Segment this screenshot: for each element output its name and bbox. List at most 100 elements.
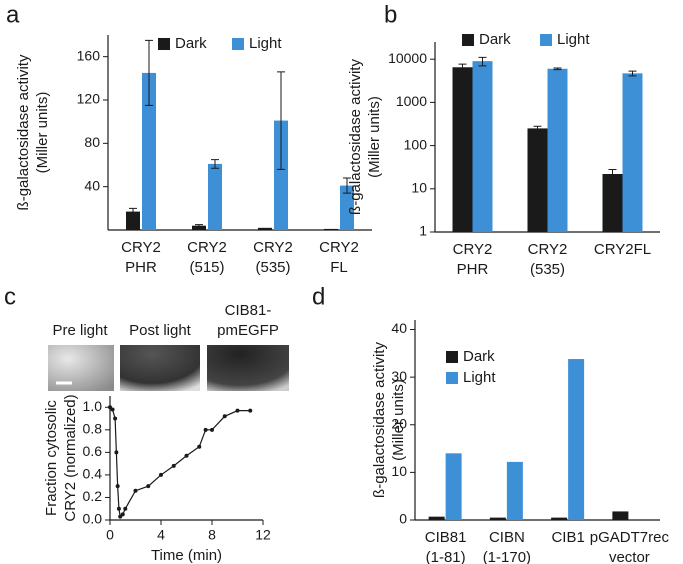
line xyxy=(109,406,251,518)
error-bar xyxy=(129,207,137,216)
x-tick-label: (1-81) xyxy=(426,549,466,564)
y-axis-label: (Miller units) xyxy=(34,92,51,174)
micrograph-label: Pre light xyxy=(52,322,108,339)
y-tick-label: 120 xyxy=(77,91,101,107)
bar xyxy=(258,227,272,230)
micrograph xyxy=(120,345,200,391)
x-tick-label: CIBN xyxy=(489,529,525,546)
error-bar xyxy=(277,71,285,170)
legend-swatch xyxy=(446,351,458,363)
bar xyxy=(428,516,445,520)
point xyxy=(210,427,214,432)
y-tick-label: 1 xyxy=(419,223,427,239)
bar xyxy=(506,461,523,520)
x-tick-label: 8 xyxy=(208,527,216,543)
bar xyxy=(452,67,473,232)
error-bar xyxy=(533,125,542,132)
point xyxy=(171,463,176,468)
y-tick-label: 40 xyxy=(84,177,100,193)
x-tick-label: 4 xyxy=(157,527,165,543)
point xyxy=(113,416,118,421)
point xyxy=(110,407,115,412)
y-axis-label: ß-galactosidase activity xyxy=(347,59,364,215)
legend-swatch xyxy=(158,38,170,50)
error-bar xyxy=(343,177,351,194)
x-tick-label: CRY2 xyxy=(253,239,293,256)
panel-letter: d xyxy=(312,283,325,310)
panel-letter: c xyxy=(4,283,16,310)
y-tick-label: 1000 xyxy=(396,93,427,109)
error-bar xyxy=(628,70,637,77)
y-tick-label: 10000 xyxy=(388,50,427,66)
y-tick-label: 30 xyxy=(391,368,407,384)
y-tick-label: 40 xyxy=(391,320,407,336)
error-bar xyxy=(211,159,219,169)
error-bar xyxy=(195,224,203,228)
point xyxy=(116,506,121,511)
y-tick-label: 0.8 xyxy=(83,421,103,437)
bar xyxy=(568,359,585,520)
x-tick-label: CRY2 xyxy=(319,239,359,256)
x-tick-label: CRY2 xyxy=(121,239,161,256)
x-tick-label: CRY2 xyxy=(453,241,493,258)
y-tick-label: 0.0 xyxy=(83,511,103,527)
bar xyxy=(340,185,354,230)
bar xyxy=(551,517,568,520)
bar xyxy=(324,228,338,230)
error-bar xyxy=(458,63,467,72)
x-tick-label: (535) xyxy=(255,259,290,276)
x-tick-label: vector xyxy=(609,549,650,564)
legend-swatch xyxy=(540,34,552,46)
point xyxy=(222,414,227,419)
legend-label: Dark xyxy=(463,348,495,365)
bar xyxy=(445,453,462,520)
bar xyxy=(612,511,629,520)
point xyxy=(159,472,163,477)
error-bar xyxy=(553,67,562,71)
x-axis-label: Time (min) xyxy=(151,547,222,564)
bar xyxy=(192,225,206,230)
legend-label: Light xyxy=(463,369,496,386)
x-tick-label: 0 xyxy=(106,527,114,543)
x-tick-label: CIB1 xyxy=(551,529,584,546)
panel-letter: b xyxy=(384,1,397,28)
bar xyxy=(602,174,623,232)
bar xyxy=(274,120,288,230)
legend-label: Dark xyxy=(175,35,207,52)
x-tick-label: CIB81 xyxy=(425,529,467,546)
bar xyxy=(527,128,548,232)
x-tick-label: (535) xyxy=(530,261,565,278)
y-tick-label: 80 xyxy=(84,134,100,150)
y-axis-label: ß-galactosidase activity xyxy=(371,342,388,498)
error-bar xyxy=(608,168,617,181)
x-tick-label: CRY2 xyxy=(187,239,227,256)
y-axis-label: (Miller units) xyxy=(390,379,407,461)
x-tick-label: 12 xyxy=(255,527,271,543)
y-tick-label: 100 xyxy=(404,136,428,152)
point xyxy=(184,453,189,458)
y-tick-label: 0.4 xyxy=(83,466,103,482)
x-tick-label: (1-170) xyxy=(483,549,531,564)
y-tick-label: 1.0 xyxy=(83,398,103,414)
y-axis-label: CRY2 (normalized) xyxy=(62,394,79,521)
micrograph-label: pmEGFP xyxy=(217,322,279,339)
y-tick-label: 160 xyxy=(77,47,101,63)
y-tick-label: 10 xyxy=(391,463,407,479)
y-tick-label: 0 xyxy=(399,511,407,527)
point xyxy=(235,408,240,413)
x-tick-label: pGADT7rec xyxy=(590,529,670,546)
micrograph xyxy=(207,345,289,391)
x-tick-label: (515) xyxy=(189,259,224,276)
x-tick-label: PHR xyxy=(125,259,157,276)
point xyxy=(197,444,202,449)
point xyxy=(123,506,128,511)
y-axis-label: Fraction cytosolic xyxy=(43,400,60,516)
point xyxy=(115,484,120,489)
bar xyxy=(489,517,506,520)
point xyxy=(120,512,125,517)
x-tick-label: CRY2 xyxy=(528,241,568,258)
bar xyxy=(126,211,140,230)
point xyxy=(248,408,253,413)
micrograph-label: CIB81- xyxy=(225,302,272,319)
